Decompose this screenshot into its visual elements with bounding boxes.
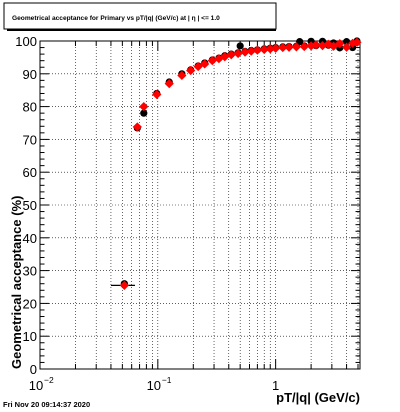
- y-tick-label: 10: [23, 329, 37, 344]
- axis-ticks: [39, 40, 360, 370]
- x-axis-label: pT/|q| (GeV/c): [276, 390, 360, 405]
- data-point-red: [186, 65, 196, 76]
- x-tick-label: 10: [147, 378, 161, 393]
- series-red-markers: [119, 37, 362, 290]
- series-black-markers: [120, 37, 361, 288]
- data-point-red: [152, 89, 162, 100]
- title-box: Geometrical acceptance for Primary vs pT…: [3, 2, 277, 31]
- data-point-red: [233, 48, 243, 59]
- data-point-red: [317, 40, 328, 51]
- data-point-red: [284, 42, 294, 52]
- data-point-red: [139, 102, 149, 112]
- y-tick-label: 70: [23, 132, 37, 147]
- data-point-red: [265, 44, 275, 54]
- data-point-red: [119, 280, 129, 290]
- data-point-red: [207, 56, 217, 66]
- y-tick-label: 50: [23, 198, 37, 213]
- data-point-black: [140, 109, 148, 117]
- y-tick-label: 100: [15, 34, 37, 49]
- title-frame: [3, 2, 277, 30]
- y-tick-label: 30: [23, 264, 37, 279]
- data-point-red: [311, 40, 321, 50]
- data-point-red: [323, 39, 333, 49]
- data-point-red: [299, 41, 309, 52]
- data-point-red: [246, 46, 256, 56]
- data-point-black: [296, 38, 304, 46]
- y-tick-label: 20: [23, 296, 37, 311]
- x-tick-label-exponent: −1: [162, 375, 172, 385]
- data-point-red: [200, 59, 210, 69]
- y-tick-label: 0: [30, 362, 37, 377]
- data-point-red: [177, 70, 187, 81]
- grid-lines: [39, 41, 360, 369]
- data-point-red: [278, 42, 288, 53]
- data-point-red: [164, 79, 174, 89]
- data-point-red: [271, 43, 281, 53]
- y-axis-label: Geometrical acceptance (%): [9, 196, 24, 369]
- data-point-red: [352, 37, 362, 47]
- data-point-red: [341, 42, 352, 52]
- y-tick-label: 40: [23, 231, 37, 246]
- data-point-red: [226, 50, 236, 60]
- y-tick-label: 60: [23, 165, 37, 180]
- x-tick-label: 1: [272, 378, 279, 393]
- data-point-red: [335, 39, 345, 49]
- data-point-red: [291, 42, 301, 52]
- data-point-red: [252, 45, 262, 55]
- chart-title: Geometrical acceptance for Primary vs pT…: [12, 15, 220, 22]
- data-point-black: [236, 42, 244, 50]
- data-point-red: [259, 44, 269, 55]
- x-tick-label: 10: [29, 378, 43, 393]
- y-tick-label: 90: [23, 67, 37, 82]
- data-point-red: [348, 38, 358, 48]
- timestamp: Fri Nov 20 09:14:37 2020: [3, 400, 90, 409]
- data-point-red: [193, 61, 203, 72]
- y-tick-label: 80: [23, 100, 37, 115]
- data-point-red: [240, 47, 250, 57]
- data-point-red: [132, 122, 142, 132]
- x-tick-label-exponent: −2: [44, 375, 54, 385]
- data-point-red: [306, 41, 316, 51]
- title-shadow: [7, 29, 276, 31]
- data-point-red: [328, 41, 339, 51]
